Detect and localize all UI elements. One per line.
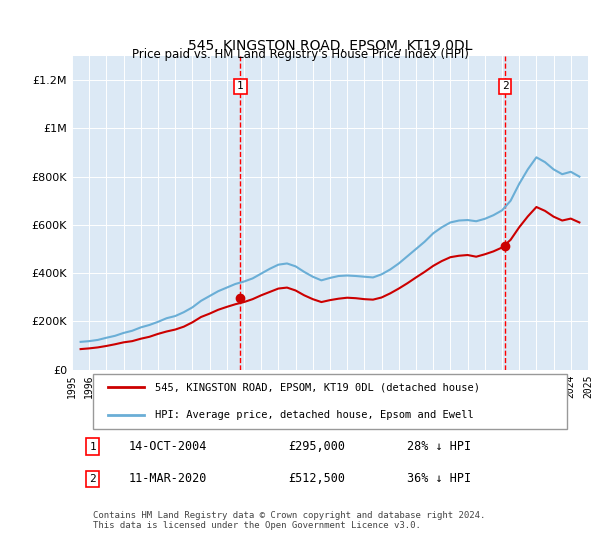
Text: £512,500: £512,500 (289, 473, 346, 486)
Text: Price paid vs. HM Land Registry's House Price Index (HPI): Price paid vs. HM Land Registry's House … (131, 48, 469, 60)
Text: 14-OCT-2004: 14-OCT-2004 (129, 440, 207, 453)
Title: 545, KINGSTON ROAD, EPSOM, KT19 0DL: 545, KINGSTON ROAD, EPSOM, KT19 0DL (188, 39, 472, 53)
Text: 36% ↓ HPI: 36% ↓ HPI (407, 473, 472, 486)
Text: 11-MAR-2020: 11-MAR-2020 (129, 473, 207, 486)
Text: HPI: Average price, detached house, Epsom and Ewell: HPI: Average price, detached house, Epso… (155, 410, 473, 420)
Text: 1: 1 (237, 81, 244, 91)
Text: 28% ↓ HPI: 28% ↓ HPI (407, 440, 472, 453)
Text: £295,000: £295,000 (289, 440, 346, 453)
Text: 2: 2 (89, 474, 96, 484)
Text: 2: 2 (502, 81, 509, 91)
Text: 1: 1 (89, 442, 96, 452)
Text: Contains HM Land Registry data © Crown copyright and database right 2024.
This d: Contains HM Land Registry data © Crown c… (92, 511, 485, 530)
Text: 545, KINGSTON ROAD, EPSOM, KT19 0DL (detached house): 545, KINGSTON ROAD, EPSOM, KT19 0DL (det… (155, 382, 479, 392)
FancyBboxPatch shape (92, 374, 568, 429)
